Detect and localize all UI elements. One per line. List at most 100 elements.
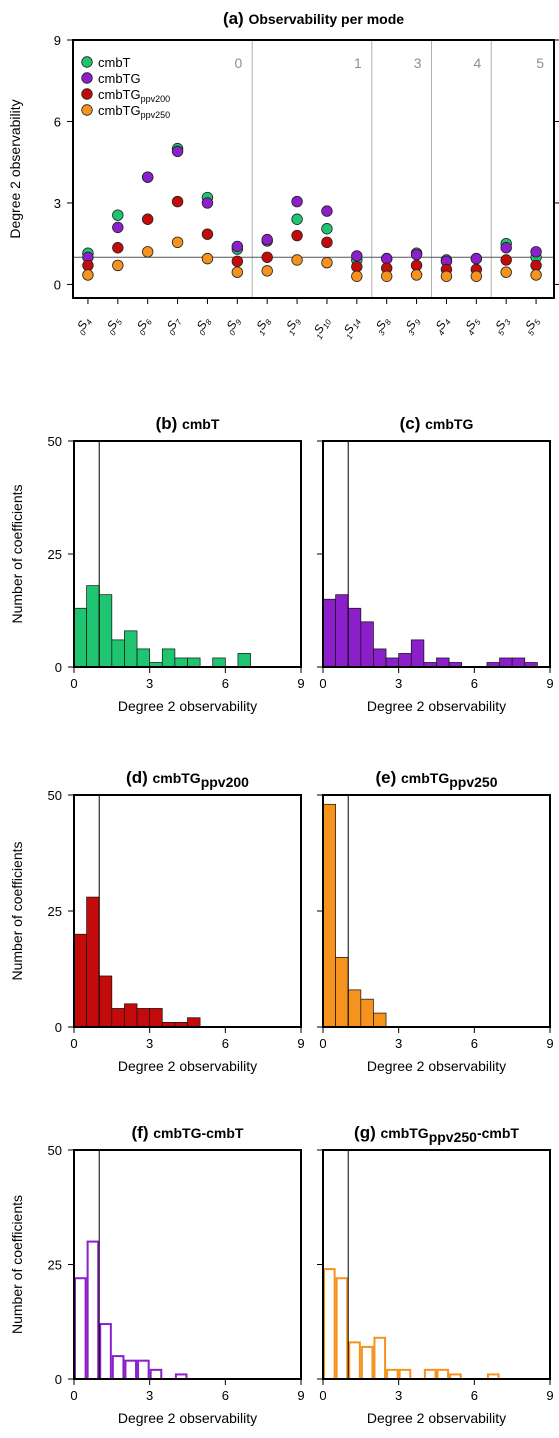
data-point [291, 254, 303, 266]
mode-label-l: 9 [293, 318, 303, 327]
data-point [500, 266, 512, 278]
histogram-bar [335, 1277, 349, 1380]
y-tick-label: 25 [48, 1258, 62, 1273]
x-tick-label: 3 [395, 676, 402, 691]
data-point [321, 236, 333, 249]
legend-entry-name: cmbTG [98, 103, 141, 118]
mode-label: 3S9 [401, 314, 424, 337]
panel-g: (g) cmbTGppv250-cmbT 0 3 6 9 Degree 2 observa… [317, 1123, 554, 1426]
group-label: 1 [354, 55, 362, 71]
histogram-bar [348, 1341, 361, 1380]
x-tick-label: 6 [222, 1388, 229, 1403]
histogram-bar [99, 1323, 112, 1381]
mode-label: 3S8 [371, 314, 394, 337]
mode-label-n: 0 [108, 328, 118, 337]
data-point [351, 261, 363, 273]
mode-label-n: 1 [257, 329, 267, 337]
mode-label: 0S9 [221, 314, 244, 337]
mode-label-n: 5 [526, 328, 536, 337]
y-tick-label: 6 [54, 114, 61, 129]
histogram-bar [86, 1240, 100, 1380]
panel-a-title-text: Observability per mode [248, 11, 404, 27]
mode-label: 5S5 [520, 314, 543, 337]
data-point [321, 205, 333, 217]
panel-f: (f) cmbTG-cmbT 0 3 6 9 Degree 2 observability… [9, 1123, 305, 1426]
panel-frame [73, 1149, 302, 1380]
data-point [351, 270, 363, 282]
histogram-bar [86, 896, 100, 1028]
x-axis-label: Degree 2 observability [367, 1058, 506, 1074]
legend-entry: cmbT [98, 55, 131, 70]
panel-a-letter: (a) [223, 9, 249, 28]
histogram-bar [335, 594, 349, 668]
x-axis-label: Degree 2 observability [367, 698, 506, 714]
y-axis-label: Number of coefficients [9, 841, 25, 980]
legend-entry: cmbTGppv200 [98, 87, 170, 104]
x-tick-label: 0 [319, 1388, 326, 1403]
data-point [410, 259, 423, 272]
histogram-bar [436, 657, 450, 668]
panel-title-text: cmbTG [425, 416, 473, 432]
x-tick-label: 9 [546, 1036, 553, 1051]
data-point [530, 246, 542, 258]
mode-label: 1S8 [251, 314, 274, 337]
histogram-bar [373, 648, 387, 668]
panel-c-title: (c) cmbTG [400, 414, 474, 433]
y-tick-label: 0 [55, 1020, 62, 1035]
data-point [171, 145, 184, 158]
data-point [231, 255, 244, 268]
mode-label-l: 5 [532, 318, 542, 327]
mode-label-n: 0 [198, 328, 208, 337]
data-point [112, 209, 124, 221]
histogram-bar [322, 598, 336, 668]
x-tick-label: 3 [395, 1388, 402, 1403]
mode-label-n: 4 [437, 328, 447, 337]
histogram-bar [187, 657, 201, 668]
histogram-bar [335, 957, 349, 1028]
mode-label: 1S10 [309, 314, 334, 341]
legend-marker [81, 72, 93, 84]
histogram-bar [149, 1368, 163, 1380]
mode-label-n: 0 [168, 328, 178, 337]
legend-entry-sub: ppv250 [141, 110, 171, 120]
group-label: 4 [473, 55, 481, 71]
histogram-bar [137, 1359, 150, 1381]
mode-label-l: 7 [174, 318, 184, 327]
legend-marker [81, 88, 93, 100]
panel-letter: (e) [376, 768, 402, 787]
x-tick-label: 0 [319, 676, 326, 691]
data-point [351, 250, 363, 262]
data-point [201, 197, 214, 209]
x-tick-label: 3 [146, 676, 153, 691]
data-point [470, 270, 483, 282]
panel-title-text: cmbT [182, 416, 220, 432]
x-tick-label: 6 [222, 1036, 229, 1051]
mode-label-n: 1 [287, 329, 297, 337]
histogram-bar [86, 585, 100, 668]
data-point [321, 223, 333, 235]
data-point [261, 251, 273, 263]
mode-label-n: 1 [315, 333, 325, 341]
panel-letter: (f) [132, 1123, 154, 1142]
histogram-bar [373, 1012, 387, 1028]
panel-d-title: (d) cmbTGppv200 [126, 768, 249, 790]
histogram-bar [360, 998, 374, 1028]
histogram-bar [212, 657, 226, 668]
x-tick-label: 0 [70, 676, 77, 691]
y-tick-label: 50 [48, 1143, 62, 1158]
x-axis-label: Degree 2 observability [118, 698, 257, 714]
x-tick-label: 3 [146, 1388, 153, 1403]
data-point [440, 270, 453, 282]
data-point [201, 228, 214, 240]
legend-marker [81, 104, 93, 116]
mode-label: 0S7 [162, 314, 185, 337]
histogram-bar [323, 1268, 336, 1380]
histogram-bar [161, 648, 176, 668]
mode-label: 0S8 [191, 314, 214, 337]
data-point [321, 256, 333, 269]
panel-c: (c) cmbTG 0 3 6 9 Degree 2 observability [317, 414, 554, 714]
panel-frame [322, 1149, 551, 1380]
histogram-bar [149, 1008, 163, 1028]
